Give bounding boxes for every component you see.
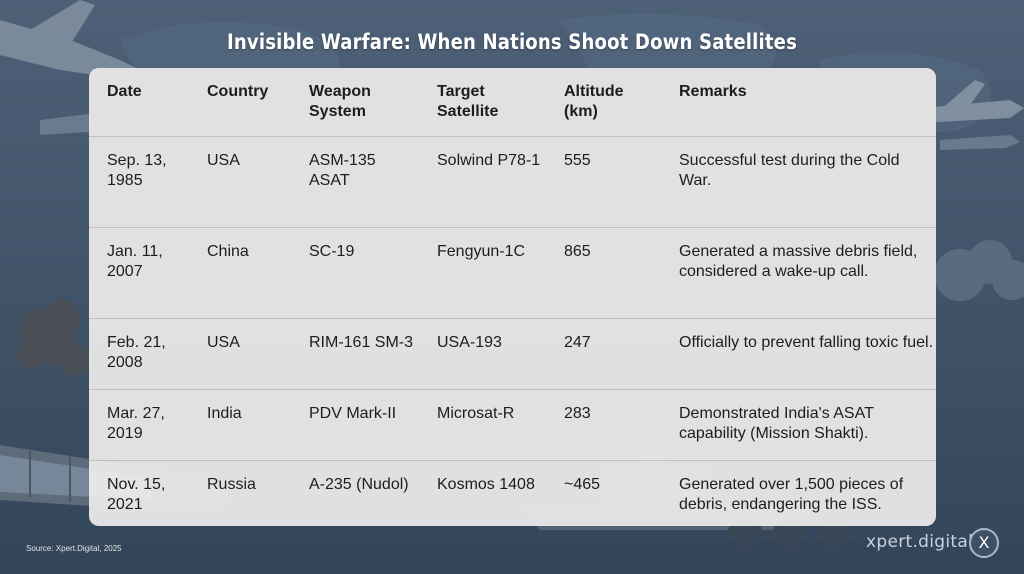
cell-weapon-system: A-235 (Nudol) — [309, 476, 409, 493]
cell-country: USA — [207, 152, 240, 169]
cell-remarks: Demonstrated India's ASAT capability (Mi… — [661, 389, 936, 461]
table-header-row: Date Country Weapon System Target Satell… — [89, 68, 936, 137]
header-altitude: Altitude (km) — [546, 68, 661, 137]
header-target-satellite: Target Satellite — [419, 68, 546, 137]
close-button[interactable]: X — [969, 528, 999, 558]
cell-country: China — [189, 227, 291, 319]
cell-target-satellite: USA-193 — [437, 334, 502, 351]
asat-table: Date Country Weapon System Target Satell… — [89, 68, 936, 526]
cell-date: Sep. 13, 1985 — [107, 152, 167, 189]
cell-weapon-system: RIM-161 SM-3 — [309, 334, 414, 351]
table-row: Mar. 27, 2019 India PDV Mark-II Microsat… — [89, 389, 936, 461]
cell-remarks: Officially to prevent falling toxic fuel… — [679, 334, 934, 351]
cell-date: Feb. 21, 2008 — [107, 334, 166, 371]
asat-table-card: Date Country Weapon System Target Satell… — [89, 68, 936, 526]
cell-target-satellite: Kosmos 1408 — [437, 476, 535, 493]
table-row: Nov. 15, 2021 Russia A-235 (Nudol) Kosmo… — [89, 460, 936, 527]
cell-target-satellite: Fengyun-1C — [419, 227, 546, 319]
cell-altitude: 555 — [564, 152, 591, 169]
cell-target-satellite: Solwind P78-1 — [437, 152, 541, 169]
cell-date: Jan. 11, 2007 — [89, 227, 189, 319]
page-title: Invisible Warfare: When Nations Shoot Do… — [226, 30, 798, 54]
cell-country: USA — [207, 334, 240, 351]
cell-altitude: 247 — [564, 334, 591, 351]
cell-altitude: ~465 — [564, 476, 601, 493]
cell-remarks: Generated a massive debris field, consid… — [661, 227, 936, 319]
cell-country: Russia — [207, 476, 256, 493]
cell-weapon-system: SC-19 — [291, 227, 419, 319]
header-date: Date — [89, 68, 189, 137]
cell-altitude: 865 — [546, 227, 661, 319]
table-row: Sep. 13, 1985 USA ASM-135 ASAT Solwind P… — [89, 136, 936, 228]
table-row: Feb. 21, 2008 USA RIM-161 SM-3 USA-193 2… — [89, 318, 936, 390]
header-weapon-system: Weapon System — [291, 68, 419, 137]
cell-country: India — [189, 389, 291, 461]
cell-remarks: Generated over 1,500 pieces of debris, e… — [679, 476, 904, 513]
header-country: Country — [189, 68, 291, 137]
table-row: Jan. 11, 2007 China SC-19 Fengyun-1C 865… — [89, 227, 936, 319]
cell-weapon-system: ASM-135 ASAT — [309, 152, 376, 189]
cell-date: Nov. 15, 2021 — [107, 476, 166, 513]
cell-weapon-system: PDV Mark-II — [291, 389, 419, 461]
header-remarks: Remarks — [661, 68, 936, 137]
smoke-cloud — [16, 300, 91, 376]
source-caption: Source: Xpert.Digital, 2025 — [26, 544, 122, 553]
cell-altitude: 283 — [546, 389, 661, 461]
cell-remarks: Successful test during the Cold War. — [679, 152, 900, 189]
cell-target-satellite: Microsat-R — [419, 389, 546, 461]
cell-date: Mar. 27, 2019 — [89, 389, 189, 461]
brand-logo: xpert.digital — [866, 532, 974, 552]
close-icon: X — [978, 533, 990, 552]
